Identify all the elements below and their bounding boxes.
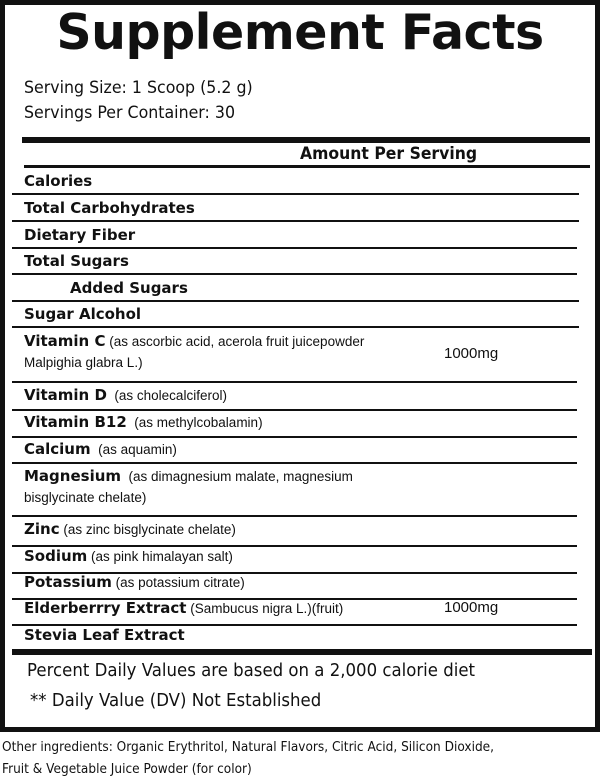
row-divider (12, 545, 577, 547)
nutrient-name: Added Sugars (70, 279, 188, 297)
other-ingredients: Other ingredients: Organic Erythritol, N… (2, 739, 495, 755)
nutrient-name: Calories (24, 172, 93, 190)
nutrient-name: Sodium (24, 547, 88, 565)
dv-not-established-footnote: ** Daily Value (DV) Not Established (30, 690, 322, 711)
nutrient-row: Elderberrry Extract (Sambucus nigra L.)(… (24, 598, 343, 619)
nutrient-name: Elderberrry Extract (24, 599, 187, 617)
row-divider (12, 462, 577, 464)
nutrient-name: Total Sugars (24, 252, 129, 270)
nutrient-row: Total Sugars (24, 251, 129, 272)
nutrient-row: Sodium (as pink himalayan salt) (24, 546, 233, 567)
thick-divider (22, 137, 590, 143)
row-divider (12, 381, 577, 383)
nutrient-row: Vitamin B12 (as methylcobalamin) (24, 412, 263, 433)
nutrient-source: (as ascorbic acid, acerola fruit juicepo… (105, 334, 365, 349)
nutrient-source: (as aquamin) (90, 442, 177, 457)
nutrient-source: (as dimagnesium malate, magnesium (121, 469, 353, 484)
amount-per-serving-header: Amount Per Serving (300, 144, 478, 164)
row-divider (12, 624, 577, 626)
nutrient-name: Zinc (24, 520, 60, 538)
nutrient-source: (as cholecalciferol) (106, 388, 227, 403)
nutrient-row: Calcium (as aquamin) (24, 439, 177, 460)
nutrient-name: Vitamin D (24, 386, 107, 404)
nutrient-name: Vitamin B12 (24, 413, 127, 431)
nutrient-source: (as zinc bisglycinate chelate) (59, 522, 236, 537)
nutrient-name: Magnesium (24, 467, 122, 485)
nutrient-amount: 1000mg (444, 599, 499, 616)
servings-per-container: Servings Per Container: 30 (24, 103, 236, 123)
nutrient-row: Dietary Fiber (24, 225, 135, 246)
nutrient-row: Total Carbohydrates (24, 198, 195, 219)
nutrient-name: Stevia Leaf Extract (24, 626, 185, 644)
nutrient-source-continued: Malpighia glabra L.) (24, 355, 143, 370)
row-divider (12, 220, 579, 222)
row-divider (12, 273, 577, 275)
row-divider (12, 572, 577, 574)
panel-title: Supplement Facts (56, 4, 544, 61)
header-divider (24, 165, 590, 168)
nutrient-source: (as methylcobalamin) (126, 415, 263, 430)
nutrient-row: Zinc (as zinc bisglycinate chelate) (24, 519, 236, 540)
nutrient-name: Dietary Fiber (24, 226, 136, 244)
daily-value-footnote: Percent Daily Values are based on a 2,00… (27, 660, 476, 681)
thick-divider (12, 649, 592, 655)
nutrient-name: Calcium (24, 440, 91, 458)
row-divider (12, 515, 577, 517)
row-divider (12, 598, 577, 600)
nutrient-name: Vitamin C (24, 332, 106, 350)
nutrient-row: Calories (24, 171, 92, 192)
nutrient-row: Potassium (as potassium citrate) (24, 572, 245, 593)
nutrient-row: Vitamin C (as ascorbic acid, acerola fru… (24, 331, 364, 373)
nutrient-name: Potassium (24, 573, 112, 591)
nutrient-source: (as potassium citrate) (111, 575, 245, 590)
row-divider (12, 436, 577, 438)
row-divider (12, 326, 579, 328)
supplement-facts-panel (0, 0, 600, 732)
nutrient-source: (as pink himalayan salt) (87, 549, 233, 564)
nutrient-name: Total Carbohydrates (24, 199, 195, 217)
nutrient-row: Added Sugars (70, 278, 188, 299)
nutrient-source-continued: bisglycinate chelate) (24, 490, 147, 505)
row-divider (12, 247, 577, 249)
row-divider (12, 409, 577, 411)
nutrient-name: Sugar Alcohol (24, 305, 142, 323)
nutrient-amount: 1000mg (444, 345, 499, 362)
serving-size: Serving Size: 1 Scoop (5.2 g) (24, 78, 253, 98)
other-ingredients-continued: Fruit & Vegetable Juice Powder (for colo… (2, 761, 252, 777)
nutrient-row: Vitamin D (as cholecalciferol) (24, 385, 227, 406)
nutrient-row: Magnesium (as dimagnesium malate, magnes… (24, 466, 353, 508)
row-divider (12, 193, 579, 195)
nutrient-row: Stevia Leaf Extract (24, 625, 185, 646)
row-divider (12, 300, 579, 302)
nutrient-source: (Sambucus nigra L.)(fruit) (186, 601, 344, 616)
nutrient-row: Sugar Alcohol (24, 304, 141, 325)
